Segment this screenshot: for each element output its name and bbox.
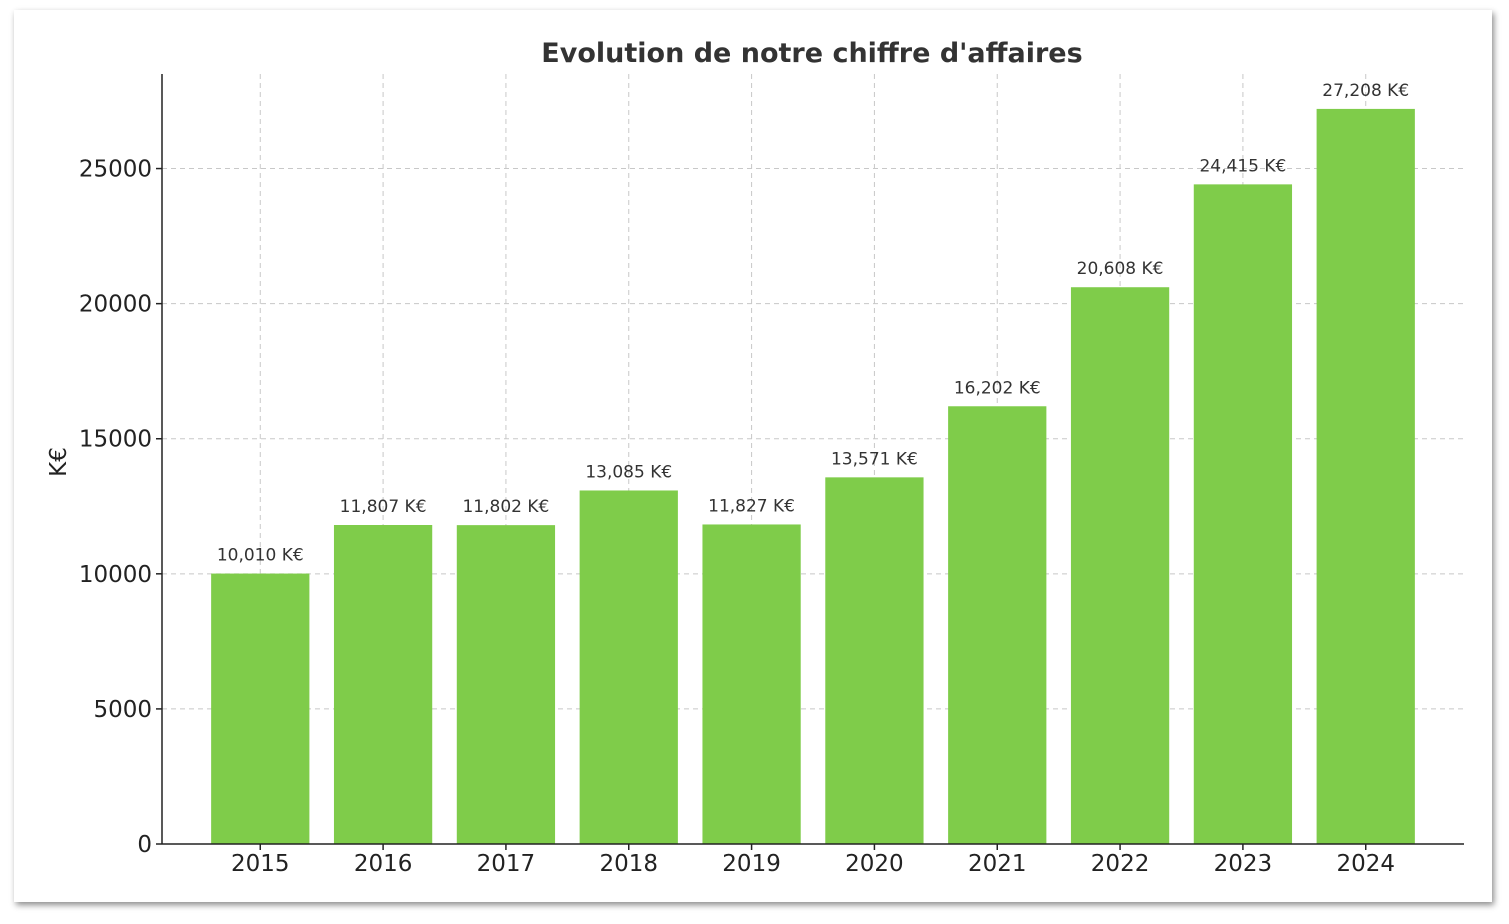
bar-2015 [211,573,310,844]
y-tick-label: 5000 [93,697,152,723]
chart-title: Evolution de notre chiffre d'affaires [541,38,1082,69]
x-tick-label: 2018 [599,851,658,877]
bar-chart: Evolution de notre chiffre d'affaires K€… [46,38,1464,877]
x-tick-label: 2024 [1336,851,1395,877]
bar-2016 [333,525,433,844]
x-tick-label: 2017 [477,851,536,877]
y-tick-label: 25000 [79,157,152,183]
bar-2017 [456,525,556,844]
data-label-2018: 13,085 K€ [585,462,672,482]
chart-frame: Evolution de notre chiffre d'affaires K€… [14,10,1492,902]
bar-2018 [579,490,678,844]
data-label-2017: 11,802 K€ [462,497,549,517]
y-axis-label: K€ [46,447,72,477]
data-label-2019: 11,827 K€ [708,496,795,516]
bar-2019 [702,524,801,844]
bars-layer [211,108,1415,845]
y-tick-label: 10000 [79,562,152,588]
x-tick-label: 2015 [231,851,290,877]
bar-2024 [1316,108,1415,844]
data-label-2016: 11,807 K€ [340,497,427,517]
x-tick-label: 2020 [845,851,904,877]
bar-2023 [1193,184,1293,844]
axes-layer [156,74,1464,850]
data-label-2021: 16,202 K€ [954,378,1041,398]
bar-2022 [1070,287,1170,845]
bar-2020 [825,477,924,844]
data-label-2015: 10,010 K€ [217,546,304,566]
labels-layer: 0 5000 10000 15000 20000 25000 2015 10,010 K€ 20… [79,81,1409,877]
data-label-2023: 24,415 K€ [1199,156,1286,176]
x-tick-label: 2022 [1091,851,1150,877]
y-tick-label: 20000 [79,292,152,318]
y-tick-label: 15000 [79,427,152,453]
data-label-2024: 27,208 K€ [1322,81,1409,101]
bar-2021 [948,406,1047,844]
data-label-2020: 13,571 K€ [831,449,918,469]
x-tick-label: 2021 [968,851,1027,877]
x-tick-label: 2019 [722,851,781,877]
y-tick-label: 0 [137,832,152,858]
data-label-2022: 20,608 K€ [1077,259,1164,279]
x-tick-label: 2023 [1214,851,1273,877]
x-tick-label: 2016 [354,851,413,877]
